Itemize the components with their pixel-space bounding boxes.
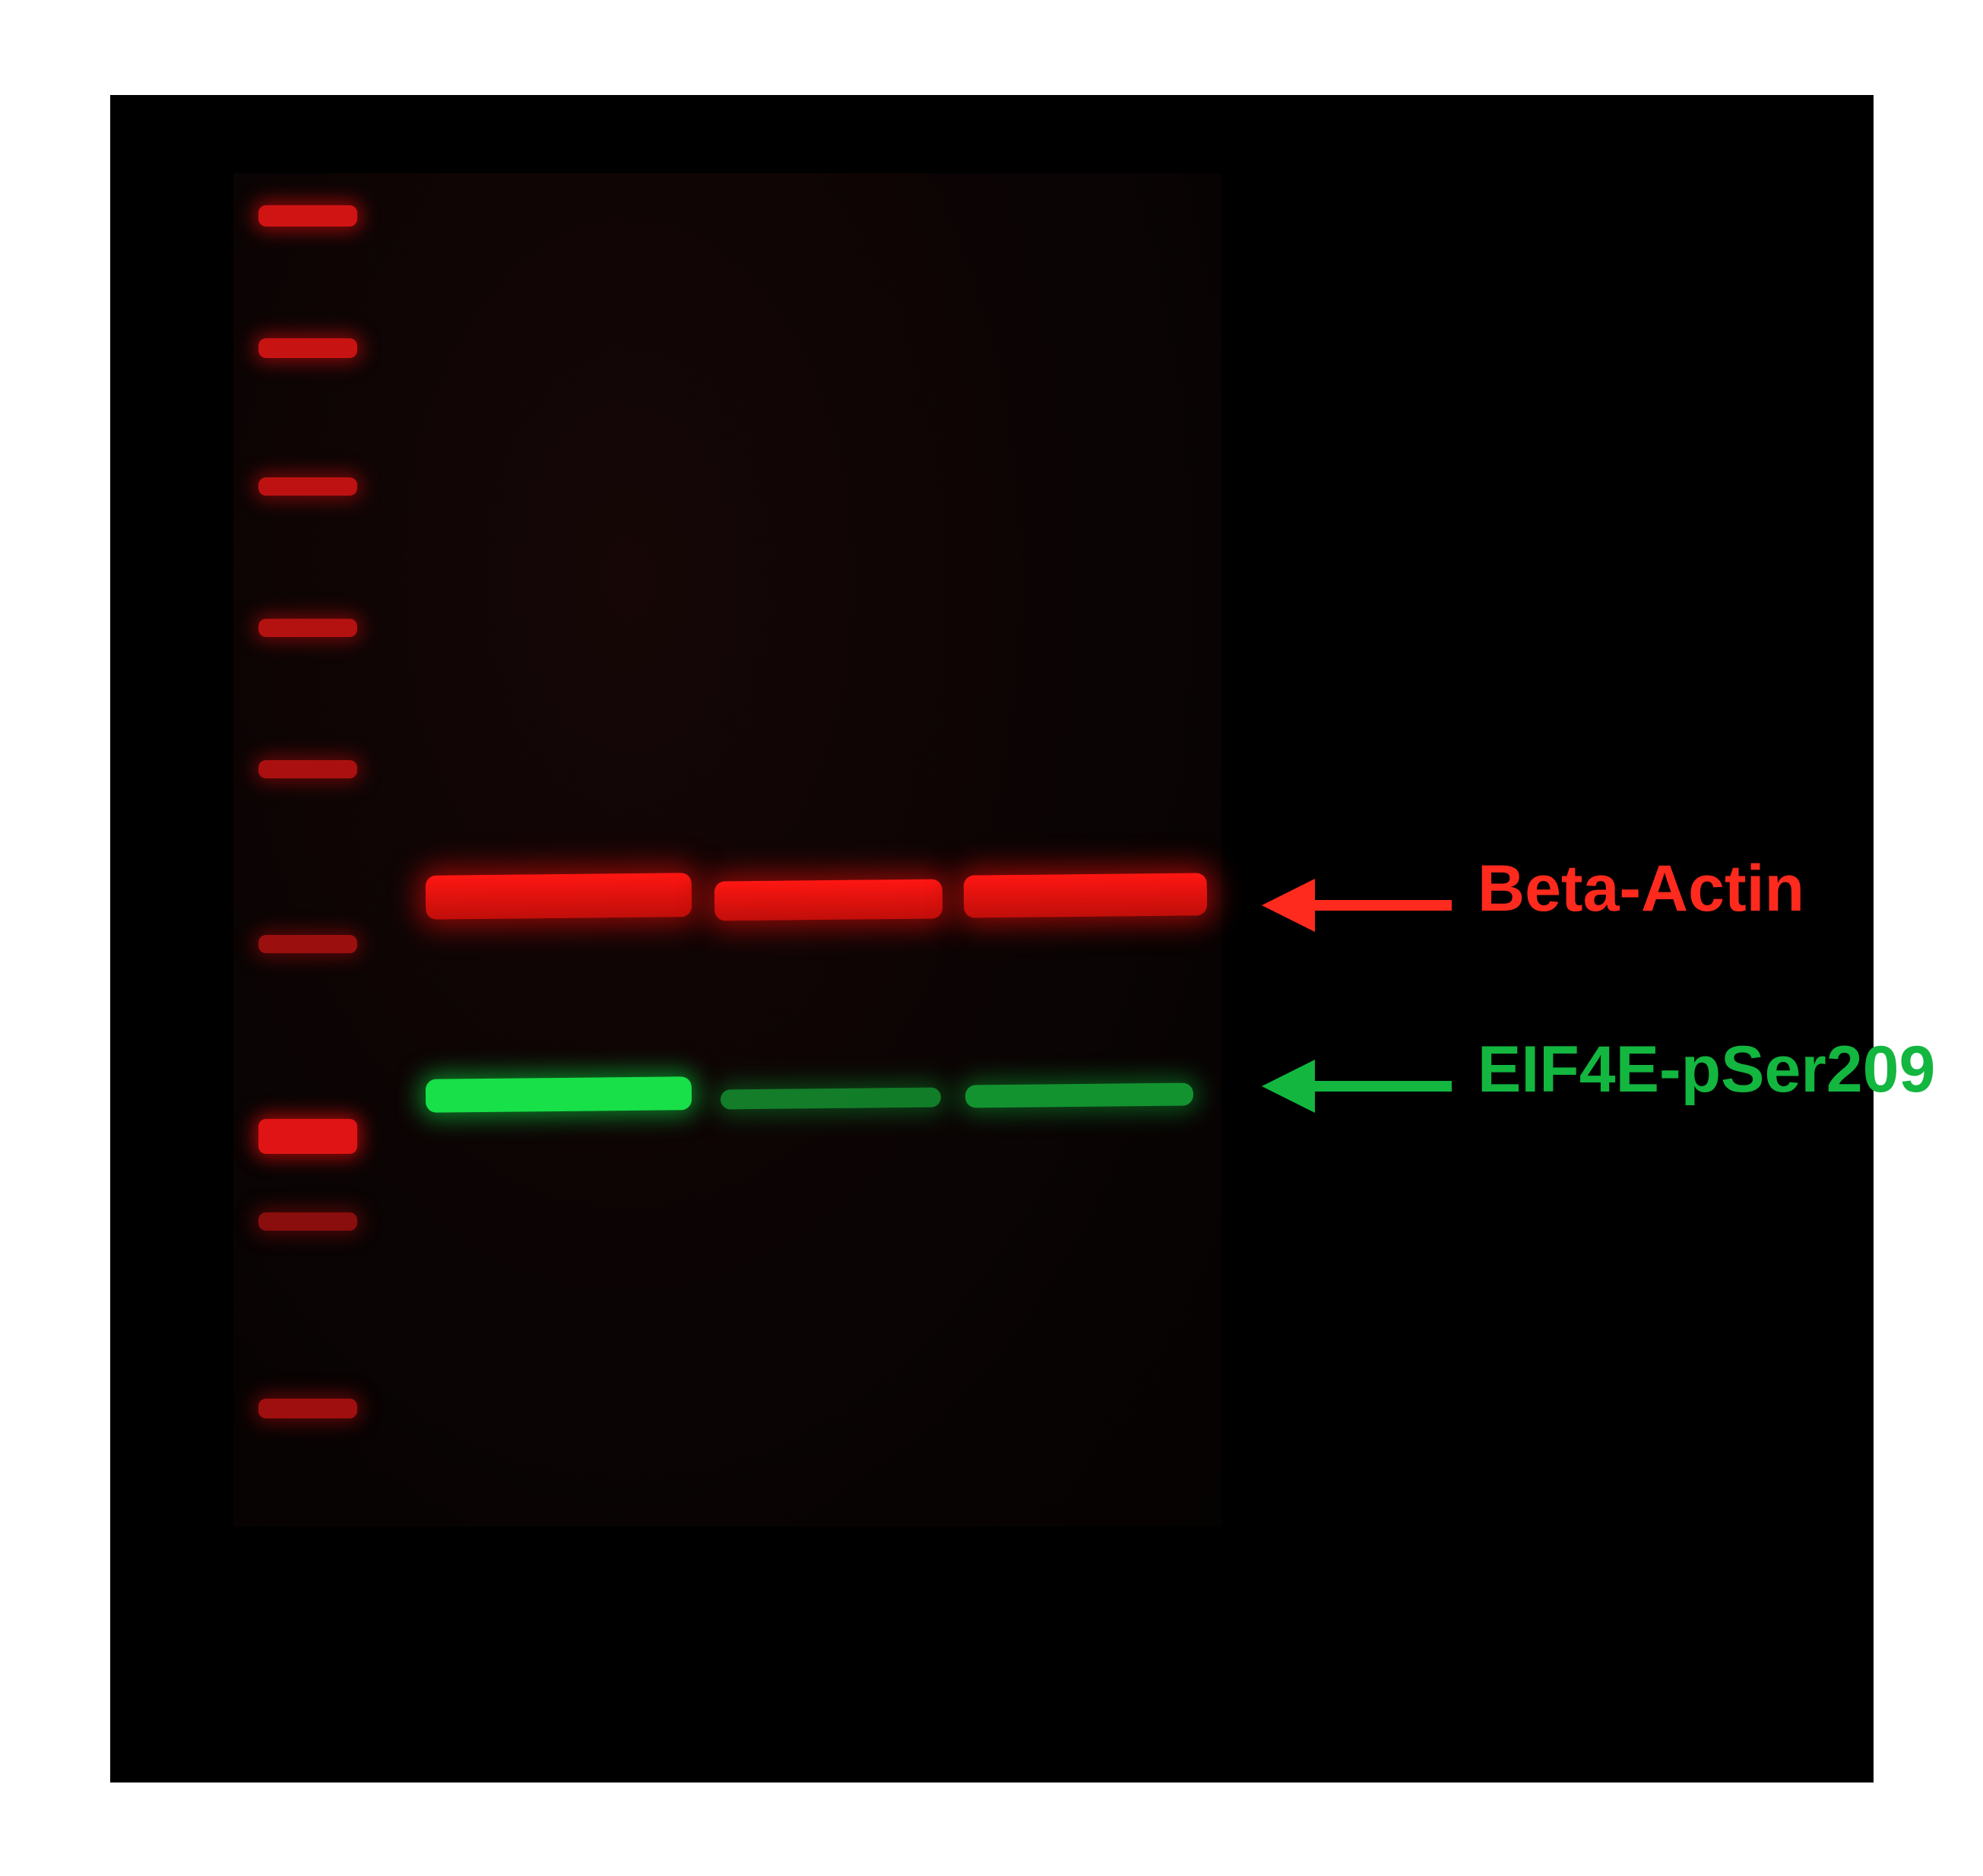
ladder-band: [258, 619, 357, 637]
eif4e-arrow: [1262, 1060, 1452, 1113]
arrow-line: [1315, 1081, 1452, 1092]
figure-canvas: Beta-Actin EIF4E-pSer209: [110, 95, 1874, 1783]
ladder-band: [258, 338, 357, 358]
ladder-band: [258, 1399, 357, 1418]
eif4e-band: [426, 1076, 692, 1113]
western-blot-region: [233, 173, 1221, 1526]
beta-actin-band: [426, 873, 692, 920]
eif4e-label: EIF4E-pSer209: [1478, 1032, 1935, 1108]
ladder-band: [258, 1212, 357, 1231]
eif4e-band: [721, 1087, 941, 1109]
ladder-band: [258, 205, 357, 227]
ladder-band: [258, 1119, 357, 1154]
ladder-band: [258, 760, 357, 778]
ladder-band: [258, 477, 357, 496]
beta-actin-band: [964, 873, 1208, 917]
arrow-head-icon: [1262, 1060, 1315, 1113]
beta-actin-label: Beta-Actin: [1478, 851, 1804, 927]
eif4e-band: [965, 1082, 1193, 1108]
ladder-band: [258, 935, 357, 953]
arrow-head-icon: [1262, 879, 1315, 932]
arrow-line: [1315, 900, 1452, 911]
beta-actin-band: [714, 879, 943, 921]
beta-actin-arrow: [1262, 879, 1452, 932]
